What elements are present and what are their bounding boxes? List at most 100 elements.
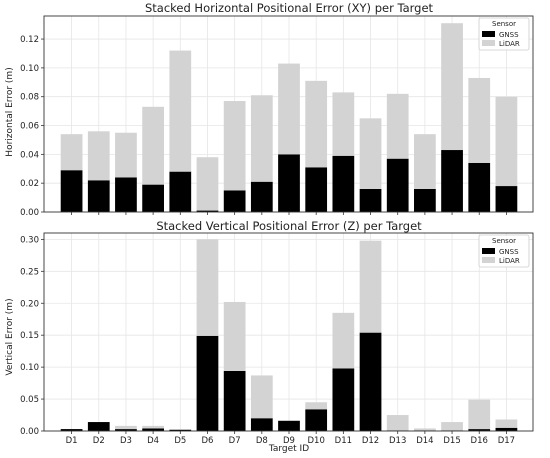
bar-lidar-d14	[414, 428, 436, 431]
bar-lidar-d17	[495, 419, 518, 428]
bar-gnss-d2	[87, 180, 110, 212]
bar-lidar-d10	[305, 402, 328, 410]
x-tick-label: D9	[283, 436, 295, 446]
bar-lidar-d12	[359, 240, 382, 333]
y-axis-label: Vertical Error (m)	[5, 298, 15, 375]
y-axis-label: Horizontal Error (m)	[5, 67, 15, 156]
bar-lidar-d14	[414, 134, 436, 189]
bar-lidar-d7	[223, 301, 246, 371]
x-tick-label: D8	[256, 436, 268, 446]
bar-gnss-d17	[495, 186, 518, 212]
chart-title: Stacked Horizontal Positional Error (XY)…	[145, 1, 434, 15]
legend-title: Sensor	[492, 237, 516, 245]
bar-lidar-d13	[386, 93, 409, 159]
y-tick-label: 0.10	[20, 363, 39, 373]
x-tick-label: D14	[416, 436, 433, 446]
bar-gnss-d13	[386, 158, 409, 212]
bar-lidar-d6	[196, 239, 219, 336]
legend-swatch-lidar	[482, 40, 495, 46]
bar-lidar-d11	[332, 312, 355, 369]
legend-swatch-gnss	[482, 31, 495, 37]
y-tick-label: 0.12	[20, 35, 39, 45]
bar-lidar-d16	[468, 399, 491, 430]
bar-lidar-d15	[441, 422, 463, 431]
legend-label-lidar: LiDAR	[499, 40, 520, 48]
legend-swatch-gnss	[482, 248, 495, 254]
bar-lidar-d8	[250, 95, 273, 182]
x-tick-label: D12	[362, 436, 379, 446]
bar-gnss-d2	[87, 422, 110, 431]
legend-label-lidar: LiDAR	[499, 257, 520, 265]
bar-lidar-d4	[142, 425, 164, 429]
bar-gnss-d4	[142, 428, 164, 431]
bar-lidar-d6	[196, 157, 219, 211]
y-tick-label: 0.25	[20, 267, 39, 277]
bar-gnss-d3	[115, 429, 137, 431]
bar-lidar-d3	[115, 132, 137, 178]
bar-gnss-d10	[305, 167, 328, 212]
x-tick-label: D10	[307, 436, 324, 446]
vertical-error-chart: 0.00 0.05 0.10 0.15 0.20 0.25 0.30 D1 D2 D3 D4 D5 D6…	[5, 219, 534, 454]
bar-gnss-d9	[278, 154, 300, 212]
x-axis-label: Target ID	[268, 444, 309, 454]
plot-frame	[43, 232, 534, 432]
bar-gnss-d12	[359, 188, 382, 212]
legend-swatch-lidar	[482, 257, 495, 263]
y-tick-label: 0.00	[20, 427, 39, 437]
y-tick-label: 0.20	[20, 299, 39, 309]
chart-title: Stacked Vertical Positional Error (Z) pe…	[156, 219, 422, 233]
bar-gnss-d11	[332, 155, 355, 212]
y-tick-label: 0.08	[20, 93, 39, 103]
bar-gnss-d7	[223, 370, 246, 431]
x-tick-label: D5	[174, 436, 186, 446]
y-tick-label: 0.10	[20, 64, 39, 74]
bar-lidar-d12	[359, 118, 382, 189]
bar-lidar-d2	[87, 131, 110, 181]
bar-gnss-d3	[115, 177, 137, 212]
x-tick-label: D4	[147, 436, 159, 446]
bar-gnss-d7	[223, 190, 246, 212]
bar-lidar-d11	[332, 92, 355, 156]
bar-gnss-d6	[196, 335, 219, 431]
bar-gnss-d15	[441, 150, 463, 212]
y-tick-label: 0.02	[20, 179, 39, 189]
bar-lidar-d1	[60, 134, 83, 171]
bar-gnss-d6	[196, 210, 219, 212]
plot-frame	[43, 15, 534, 213]
x-tick-label: D15	[443, 436, 460, 446]
bar-lidar-d17	[495, 96, 518, 187]
legend-title: Sensor	[492, 20, 516, 28]
x-tick-label: D6	[201, 436, 213, 446]
bar-lidar-d15	[441, 23, 463, 151]
x-tick-label: D3	[120, 436, 132, 446]
y-tick-label: 0.15	[20, 331, 39, 341]
bar-lidar-d7	[223, 101, 246, 191]
bar-gnss-d14	[414, 188, 436, 212]
y-tick-label: 0.06	[20, 122, 39, 132]
bar-gnss-d1	[60, 429, 83, 431]
x-tick-label: D13	[389, 436, 406, 446]
x-tick-label: D2	[93, 436, 105, 446]
y-tick-label: 0.30	[20, 235, 39, 245]
bar-lidar-d10	[305, 80, 328, 168]
x-tick-label: D16	[471, 436, 488, 446]
x-tick-label: D7	[229, 436, 241, 446]
bar-lidar-d4	[142, 106, 164, 185]
bar-lidar-d5	[169, 50, 192, 172]
bar-gnss-d16	[468, 163, 491, 212]
bar-gnss-d4	[142, 184, 164, 212]
legend-label-gnss: GNSS	[499, 31, 519, 39]
x-tick-label: D1	[66, 436, 78, 446]
bar-gnss-d10	[305, 409, 328, 431]
y-tick-label: 0.04	[20, 150, 39, 160]
bar-gnss-d8	[250, 181, 273, 212]
bar-gnss-d5	[169, 429, 192, 431]
bar-gnss-d5	[169, 171, 192, 212]
bar-lidar-d16	[468, 77, 491, 163]
bar-lidar-d13	[386, 415, 409, 431]
y-tick-label: 0.05	[20, 395, 39, 405]
x-tick-label: D11	[335, 436, 352, 446]
